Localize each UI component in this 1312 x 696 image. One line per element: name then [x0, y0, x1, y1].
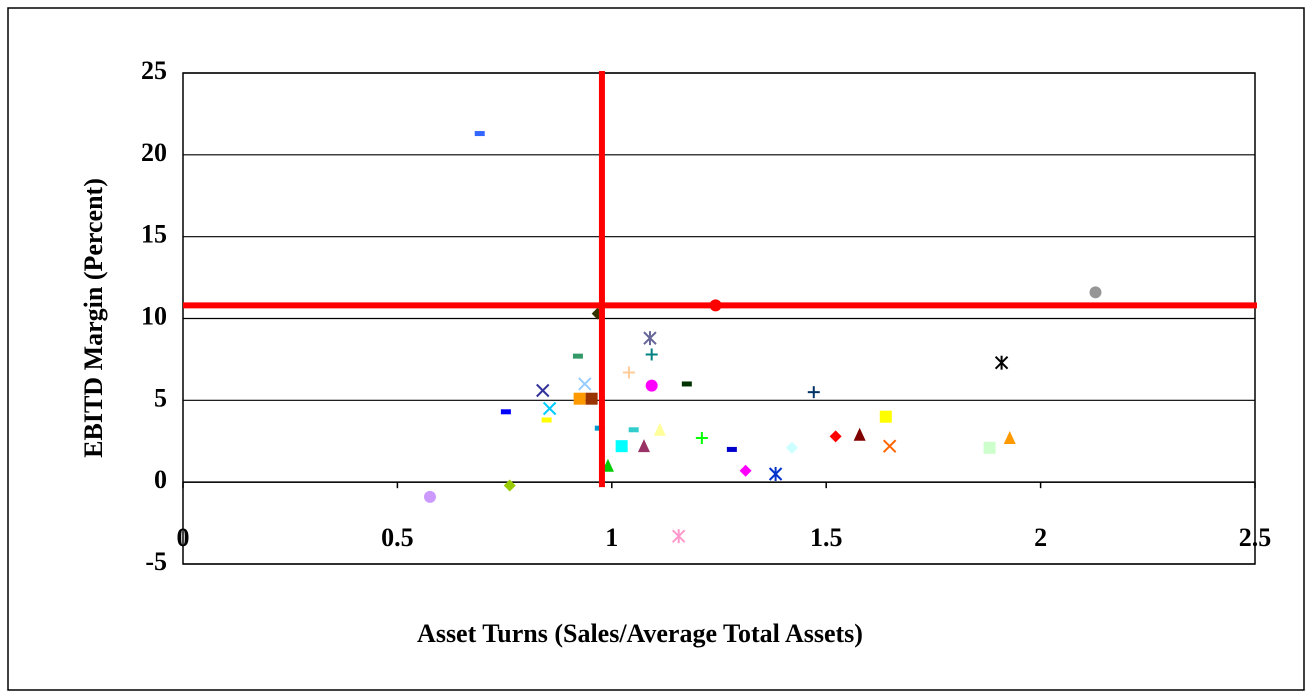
marker-shape [853, 427, 866, 441]
data-point [628, 427, 639, 433]
marker-stroke [536, 383, 550, 398]
marker-shape [681, 381, 692, 387]
y-tick-label: 5 [154, 383, 167, 412]
marker-shape [829, 430, 842, 443]
marker-shape [645, 379, 658, 392]
data-point [423, 490, 436, 503]
x-tick-label: 1.5 [810, 523, 843, 552]
y-tick-label: -5 [145, 547, 167, 576]
data-point [1089, 286, 1102, 299]
data-point [503, 479, 516, 492]
marker-shape [1089, 286, 1102, 299]
y-tick-label: 25 [141, 56, 167, 85]
marker-shape [653, 422, 666, 436]
data-point [601, 458, 614, 472]
x-tick-label: 0.5 [381, 523, 414, 552]
data-point [622, 366, 635, 379]
marker-stroke [882, 439, 897, 453]
data-point [726, 446, 737, 452]
data-point [983, 441, 996, 454]
data-point [585, 392, 598, 405]
marker-shape [423, 490, 436, 503]
marker-shape [500, 409, 511, 415]
marker-shape [474, 131, 485, 137]
data-point [578, 377, 592, 391]
marker-shape [983, 441, 996, 454]
marker-shape [637, 439, 650, 453]
x-tick-label: 1 [605, 523, 618, 552]
data-point [615, 440, 628, 453]
data-point [807, 386, 820, 399]
y-tick-label: 10 [141, 301, 167, 330]
x-tick-label: 0 [177, 523, 190, 552]
marker-shape [572, 353, 583, 359]
data-point [645, 379, 658, 392]
y-tick-label: 0 [154, 465, 167, 494]
data-point [573, 392, 586, 405]
x-tick-label: 2.5 [1239, 523, 1272, 552]
marker-shape [601, 458, 614, 472]
marker-shape [726, 446, 737, 452]
marker-stroke [578, 377, 592, 391]
marker-shape [785, 441, 798, 454]
marker-shape [585, 392, 598, 405]
data-point [882, 439, 897, 453]
data-point [695, 431, 708, 444]
data-point [768, 466, 783, 481]
data-point [671, 529, 686, 544]
marker-shape [503, 479, 516, 492]
data-point [829, 430, 842, 443]
data-point [785, 441, 798, 454]
y-axis-label: EBITD Margin (Percent) [79, 178, 108, 458]
marker-shape [879, 410, 892, 423]
data-point [572, 353, 583, 359]
data-point [994, 355, 1009, 370]
marker-stroke [542, 401, 557, 416]
data-point [681, 381, 692, 387]
marker-shape [615, 440, 628, 453]
x-axis-label: Asset Turns (Sales/Average Total Assets) [417, 619, 863, 648]
y-tick-label: 15 [141, 220, 167, 249]
data-point [643, 331, 657, 346]
marker-shape [1003, 430, 1016, 444]
data-point [879, 410, 892, 423]
data-point [500, 409, 511, 415]
data-point [541, 417, 552, 423]
data-point [542, 401, 557, 416]
marker-shape [541, 417, 552, 423]
data-point [474, 131, 485, 137]
y-tick-label: 20 [141, 138, 167, 167]
data-point [637, 439, 650, 453]
marker-shape [573, 392, 586, 405]
data-point [739, 464, 752, 477]
data-point [653, 422, 666, 436]
x-tick-label: 2 [1034, 523, 1047, 552]
data-point [536, 383, 550, 398]
data-point [645, 348, 658, 361]
marker-shape [628, 427, 639, 433]
marker-shape [739, 464, 752, 477]
data-point [853, 427, 866, 441]
data-point [1003, 430, 1016, 444]
